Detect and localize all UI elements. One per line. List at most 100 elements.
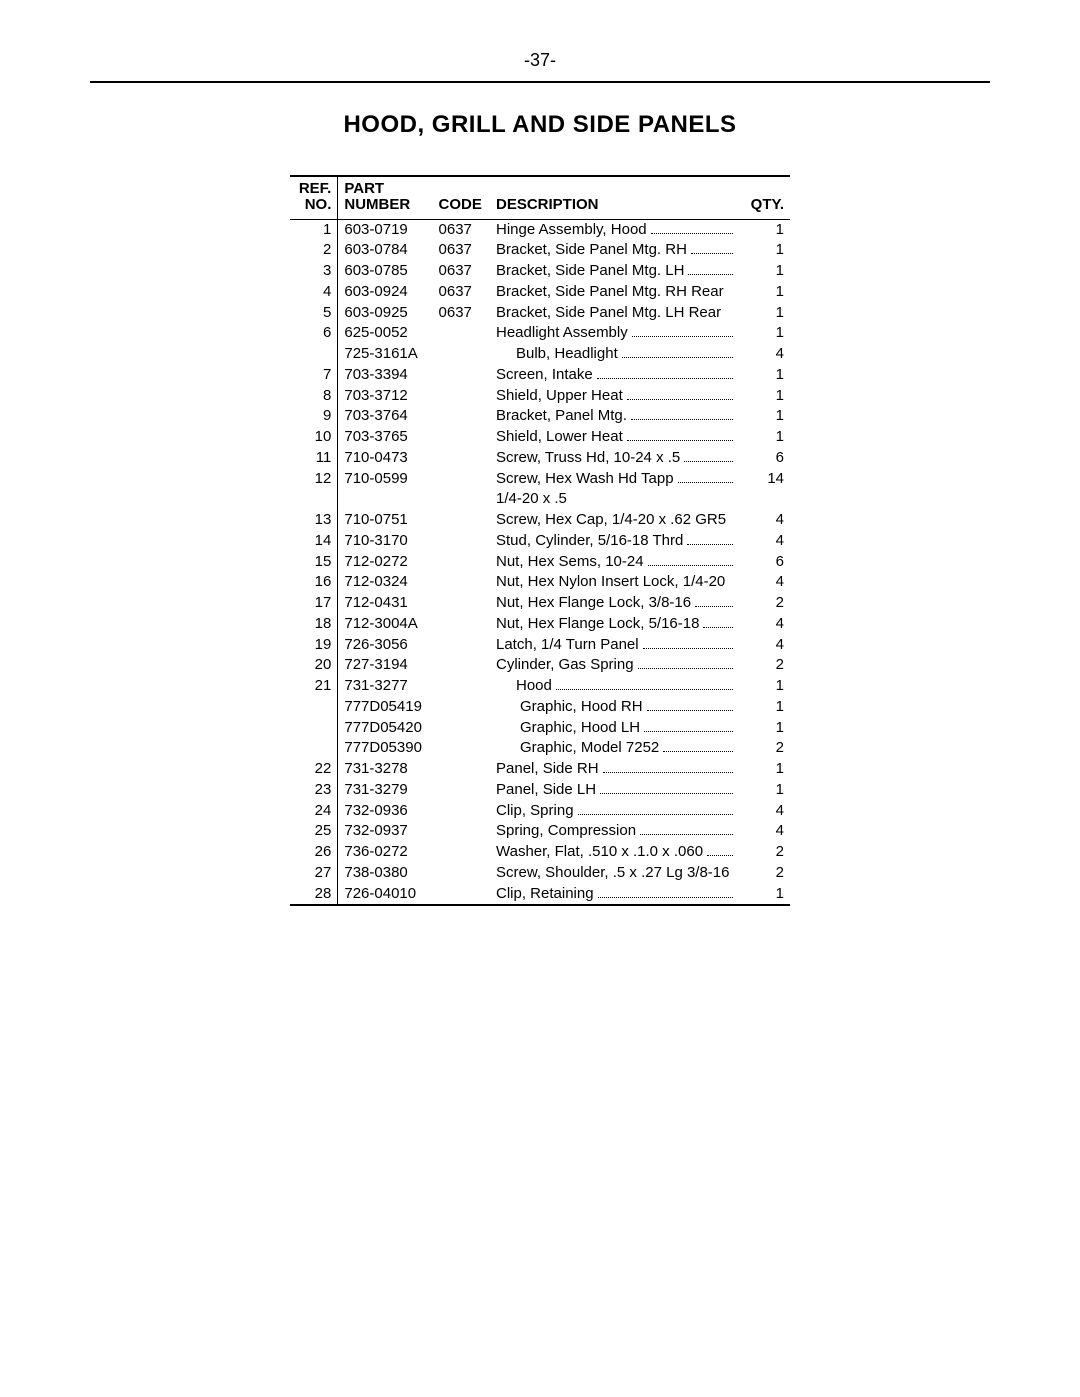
cell-code [433,593,490,614]
cell-qty: 4 [741,821,790,842]
cell-qty: 1 [741,219,790,240]
cell-qty: 1 [741,303,790,324]
cell-part: 703-3764 [338,406,433,427]
cell-part: 710-3170 [338,531,433,552]
table-row: 15712-0272Nut, Hex Sems, 10-246 [290,552,790,573]
table-row: 27738-0380 Screw, Shoulder, .5 x .27 Lg 3… [290,863,790,884]
cell-part: 703-3765 [338,427,433,448]
top-rule [90,81,990,83]
cell-desc: Bracket, Panel Mtg. [490,406,741,427]
cell-code [433,552,490,573]
cell-desc: Shield, Lower Heat [490,427,741,448]
table-row: 2603-07840637Bracket, Side Panel Mtg. RH… [290,240,790,261]
cell-part: 777D05419 [338,697,433,718]
cell-ref: 2 [290,240,338,261]
cell-desc: Screw, Hex Cap, 1/4-20 x .62 GR5 [490,510,741,531]
cell-part: 726-3056 [338,635,433,656]
cell-ref: 7 [290,365,338,386]
cell-part: 603-0719 [338,219,433,240]
cell-ref: 17 [290,593,338,614]
cell-desc: Panel, Side LH [490,780,741,801]
cell-part: 732-0936 [338,801,433,822]
cell-desc: Latch, 1/4 Turn Panel [490,635,741,656]
cell-code [433,344,490,365]
cell-ref [290,344,338,365]
cell-qty: 2 [741,842,790,863]
cell-ref: 12 [290,469,338,490]
cell-qty: 1 [741,365,790,386]
cell-desc: Bracket, Side Panel Mtg. RH Rear [490,282,741,303]
cell-code [433,510,490,531]
table-row: 12710-0599Screw, Hex Wash Hd Tapp14 [290,469,790,490]
cell-ref: 25 [290,821,338,842]
cell-qty: 4 [741,344,790,365]
cell-qty: 1 [741,427,790,448]
cell-part: 727-3194 [338,655,433,676]
table-row: 21731-3277Hood1 [290,676,790,697]
cell-code [433,655,490,676]
cell-code [433,842,490,863]
cell-ref: 9 [290,406,338,427]
cell-ref: 5 [290,303,338,324]
table-row: 17712-0431Nut, Hex Flange Lock, 3/8-162 [290,593,790,614]
cell-code [433,386,490,407]
cell-code: 0637 [433,282,490,303]
cell-part [338,489,433,510]
cell-part: 712-0272 [338,552,433,573]
cell-code [433,635,490,656]
table-header-row: REF.NO. PARTNUMBER CODE DESCRIPTION QTY. [290,176,790,219]
cell-qty: 4 [741,635,790,656]
table-row: 26736-0272Washer, Flat, .510 x .1.0 x .0… [290,842,790,863]
cell-part: 603-0925 [338,303,433,324]
cell-desc: Headlight Assembly [490,323,741,344]
cell-desc: Bracket, Side Panel Mtg. RH [490,240,741,261]
cell-code [433,780,490,801]
cell-qty: 4 [741,510,790,531]
cell-code [433,531,490,552]
cell-part: 731-3277 [338,676,433,697]
table-row: 23731-3279Panel, Side LH1 [290,780,790,801]
cell-code [433,489,490,510]
cell-code: 0637 [433,261,490,282]
table-row: 13710-0751Screw, Hex Cap, 1/4-20 x .62 G… [290,510,790,531]
parts-table: REF.NO. PARTNUMBER CODE DESCRIPTION QTY.… [290,175,790,906]
cell-code [433,406,490,427]
table-row: 8703-3712Shield, Upper Heat1 [290,386,790,407]
cell-qty: 2 [741,593,790,614]
cell-part: 777D05420 [338,718,433,739]
cell-desc: Graphic, Hood RH [490,697,741,718]
cell-desc: Spring, Compression [490,821,741,842]
col-code: CODE [433,176,490,219]
cell-ref [290,718,338,739]
cell-code [433,759,490,780]
table-row: 11710-0473Screw, Truss Hd, 10-24 x .56 [290,448,790,469]
cell-desc: Nut, Hex Nylon Insert Lock, 1/4-20 [490,572,741,593]
cell-part: 738-0380 [338,863,433,884]
cell-part: 712-0431 [338,593,433,614]
cell-code [433,614,490,635]
cell-qty: 1 [741,386,790,407]
table-row: 777D05419Graphic, Hood RH1 [290,697,790,718]
cell-code [433,676,490,697]
cell-desc: Screw, Shoulder, .5 x .27 Lg 3/8-16 [490,863,741,884]
cell-code [433,718,490,739]
table-row: 24732-0936Clip, Spring4 [290,801,790,822]
cell-part: 710-0751 [338,510,433,531]
cell-ref: 4 [290,282,338,303]
table-row: 10703-3765 Shield, Lower Heat1 [290,427,790,448]
cell-desc: Hinge Assembly, Hood [490,219,741,240]
cell-ref: 18 [290,614,338,635]
cell-code [433,801,490,822]
cell-ref: 10 [290,427,338,448]
table-row: 14710-3170Stud, Cylinder, 5/16-18 Thrd4 [290,531,790,552]
cell-ref: 24 [290,801,338,822]
cell-qty: 6 [741,448,790,469]
cell-desc: Clip, Retaining [490,884,741,906]
cell-code [433,365,490,386]
cell-desc: Screw, Hex Wash Hd Tapp [490,469,741,490]
cell-ref: 27 [290,863,338,884]
cell-desc: Bracket, Side Panel Mtg. LH [490,261,741,282]
cell-desc: Clip, Spring [490,801,741,822]
cell-desc: Hood [490,676,741,697]
table-row: 25732-0937Spring, Compression4 [290,821,790,842]
